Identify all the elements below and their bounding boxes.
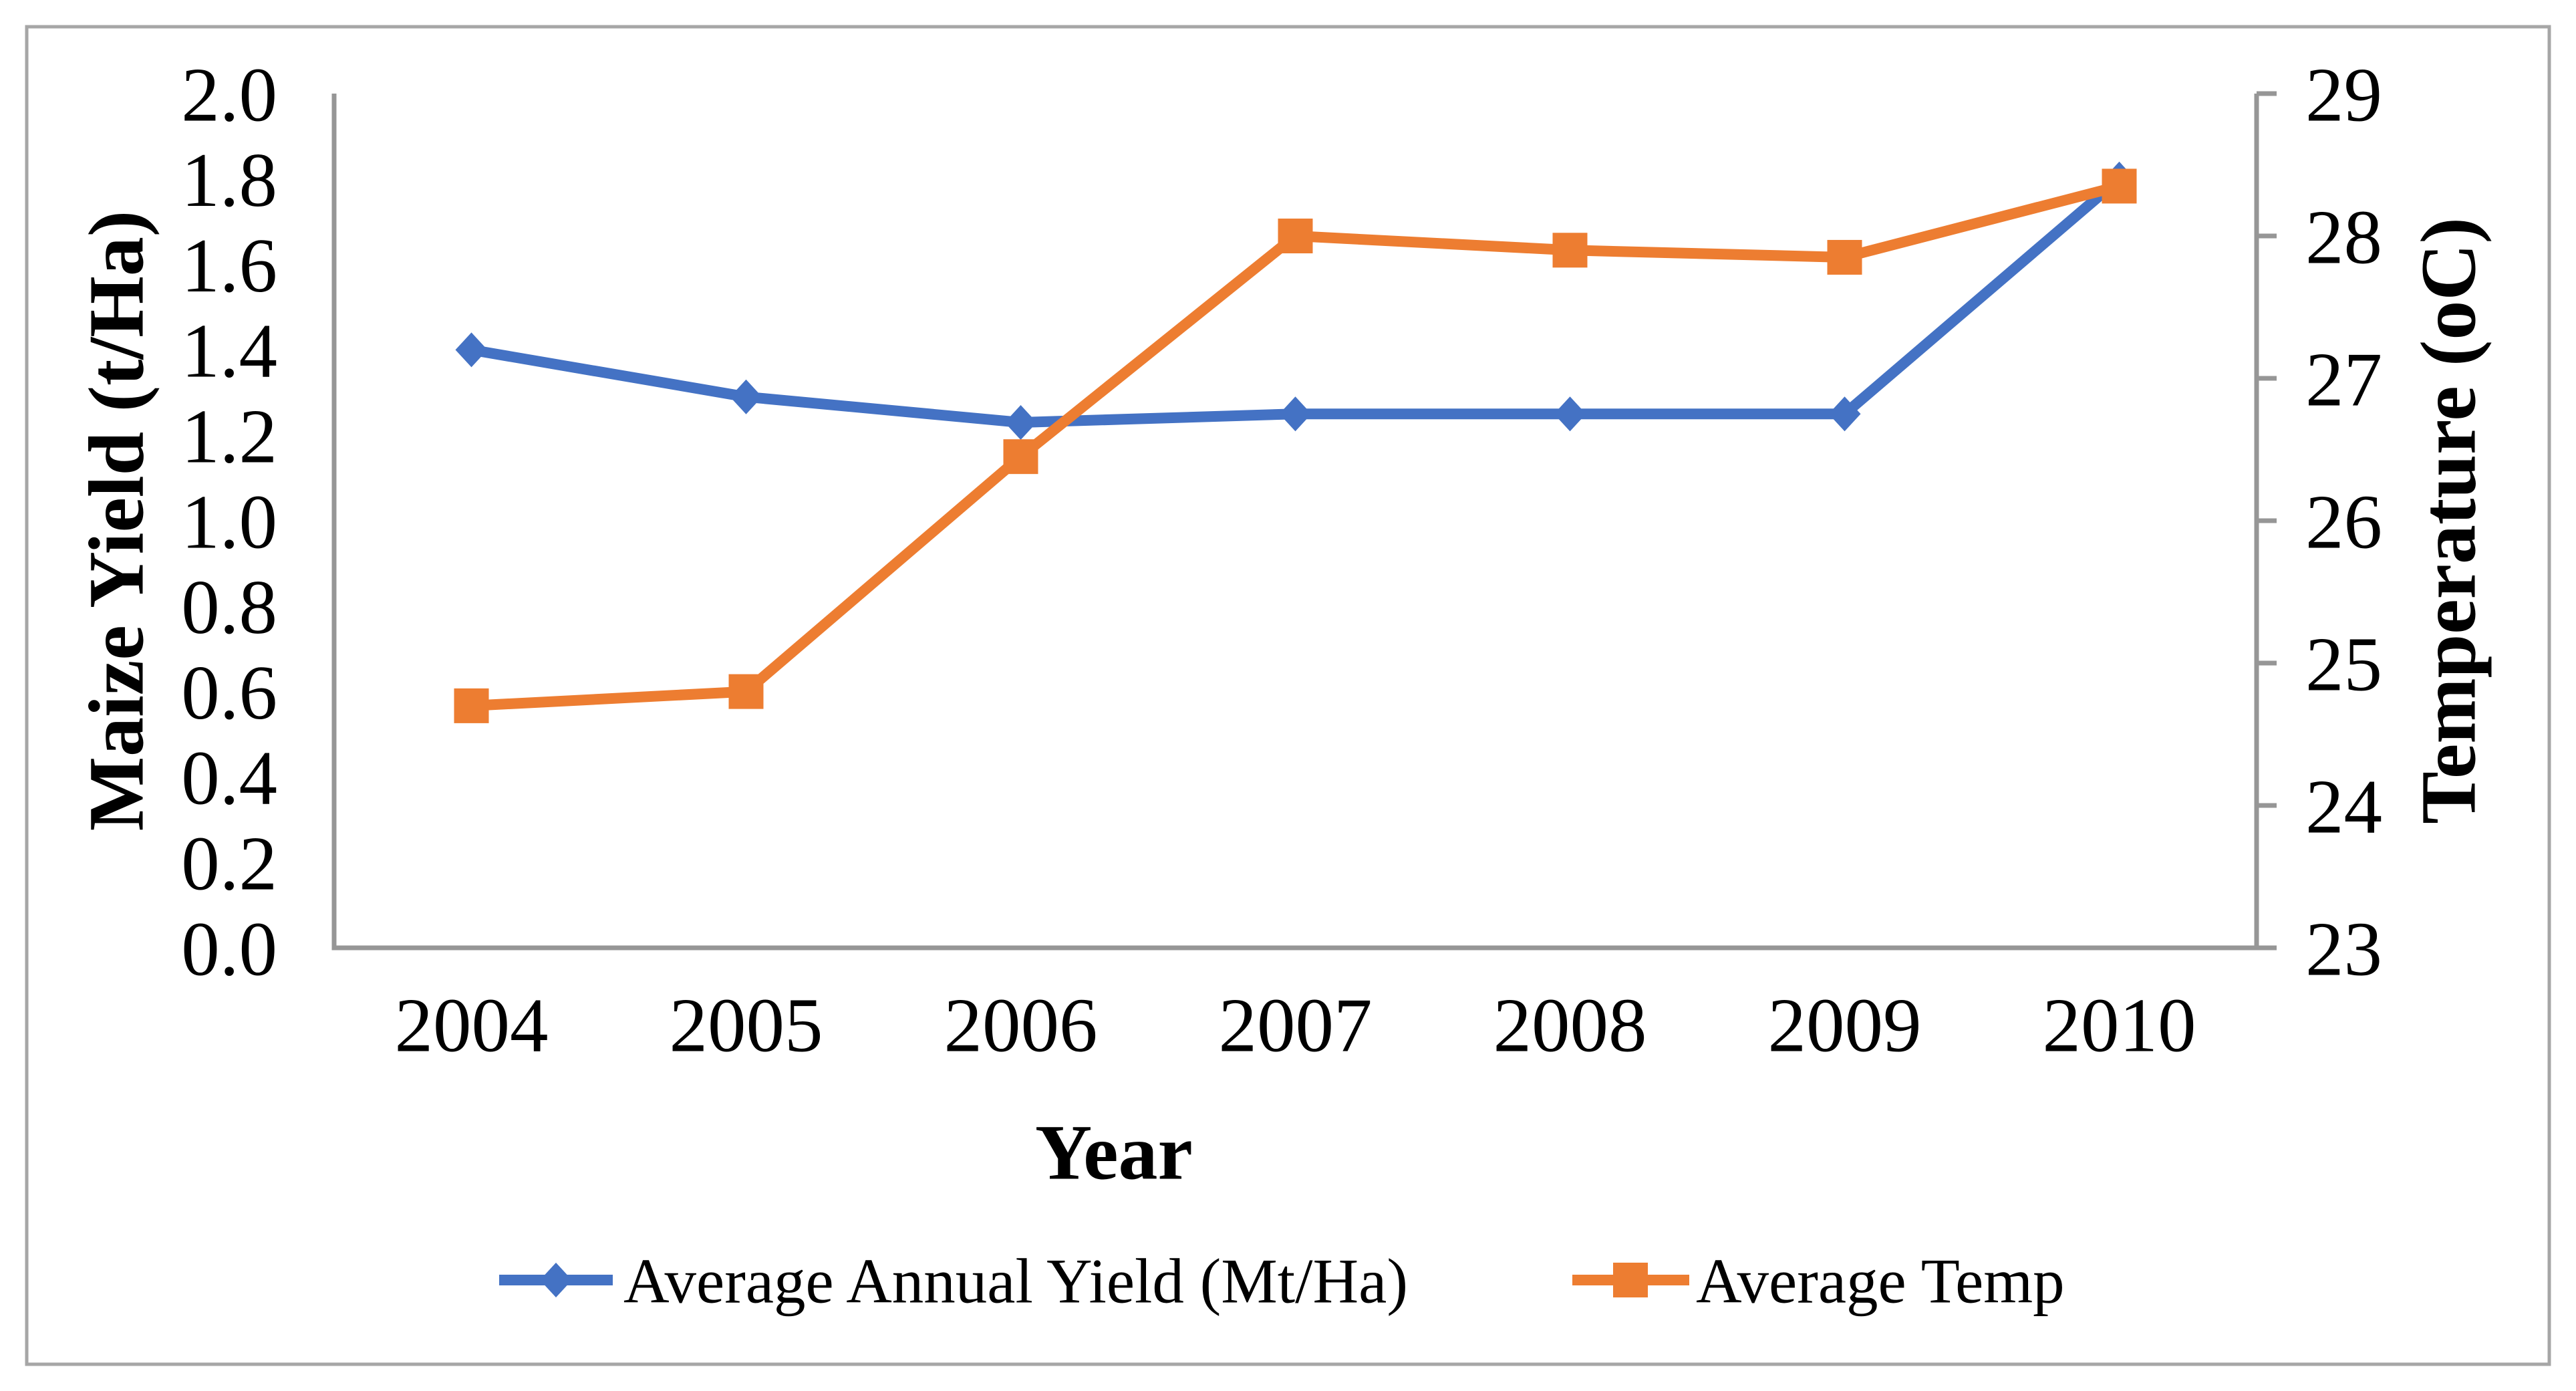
right-axis-title: Temperature (oC)	[2404, 217, 2492, 824]
left-tick-label: 0.0	[181, 906, 277, 991]
yield-point-marker	[1554, 396, 1586, 432]
temp-point-marker	[2102, 168, 2137, 204]
legend: Average Annual Yield (Mt/Ha) Average Tem…	[499, 1245, 2065, 1316]
temp-line	[466, 180, 2125, 711]
temp-point-marker	[1278, 219, 1313, 253]
left-tick-label: 1.2	[181, 394, 277, 479]
right-tick-label: 26	[2305, 479, 2382, 564]
temp-point-marker	[1552, 233, 1588, 268]
right-tick-label: 23	[2305, 906, 2382, 991]
figure-border	[25, 25, 2551, 1366]
yield-point-marker	[455, 332, 488, 368]
left-tick-label: 1.6	[181, 223, 277, 308]
legend-markers	[499, 1263, 1689, 1297]
labels-layer: 0.00.20.40.60.81.01.21.41.61.82.0 23 24 25 2…	[181, 52, 2382, 1067]
left-tick-label: 2.0	[181, 52, 277, 137]
legend-diamond-marker-icon	[540, 1263, 572, 1297]
right-tick-label: 28	[2305, 195, 2382, 279]
left-tick-label: 0.2	[181, 821, 277, 906]
left-tick-label: 1.4	[181, 309, 277, 394]
temp-point-marker	[1003, 439, 1038, 475]
left-tick-label: 1.8	[181, 138, 277, 223]
x-tick-label: 2008	[1493, 983, 1647, 1067]
yield-point-marker	[1828, 396, 1861, 432]
right-tick-label: 25	[2305, 622, 2382, 707]
temp-point-marker	[1827, 239, 1862, 275]
x-tick-label: 2007	[1219, 983, 1373, 1067]
yield-point-marker	[1279, 396, 1312, 432]
left-tick-label: 0.4	[181, 736, 277, 821]
right-tick-label: 29	[2305, 52, 2382, 137]
left-tick-label: 0.6	[181, 650, 277, 735]
series-layer	[454, 161, 2137, 723]
left-tick-label: 1.0	[181, 479, 277, 564]
left-axis-title: Maize Yield (t/Ha)	[72, 211, 160, 831]
x-tick-label: 2004	[395, 983, 549, 1067]
yield-series	[455, 161, 2136, 440]
yield-line	[466, 173, 2125, 428]
right-tick-label: 27	[2305, 337, 2382, 422]
x-tick-label: 2006	[944, 983, 1098, 1067]
axes-layer	[331, 91, 2277, 951]
temp-point-marker	[454, 688, 489, 723]
yield-point-marker	[1004, 405, 1037, 440]
yield-point-marker	[730, 379, 762, 414]
legend-square-marker-icon	[1613, 1263, 1648, 1297]
right-tick-label: 24	[2305, 764, 2382, 849]
x-tick-label: 2010	[2043, 983, 2196, 1067]
legend-label-temp: Average Temp	[1696, 1245, 2065, 1316]
temp-series	[454, 168, 2137, 723]
legend-label-yield: Average Annual Yield (Mt/Ha)	[623, 1245, 1408, 1316]
temp-point-marker	[728, 674, 764, 709]
x-tick-label: 2009	[1768, 983, 1922, 1067]
x-tick-label: 2005	[670, 983, 823, 1067]
x-axis-title: Year	[1035, 1108, 1193, 1196]
left-tick-label: 0.8	[181, 565, 277, 650]
